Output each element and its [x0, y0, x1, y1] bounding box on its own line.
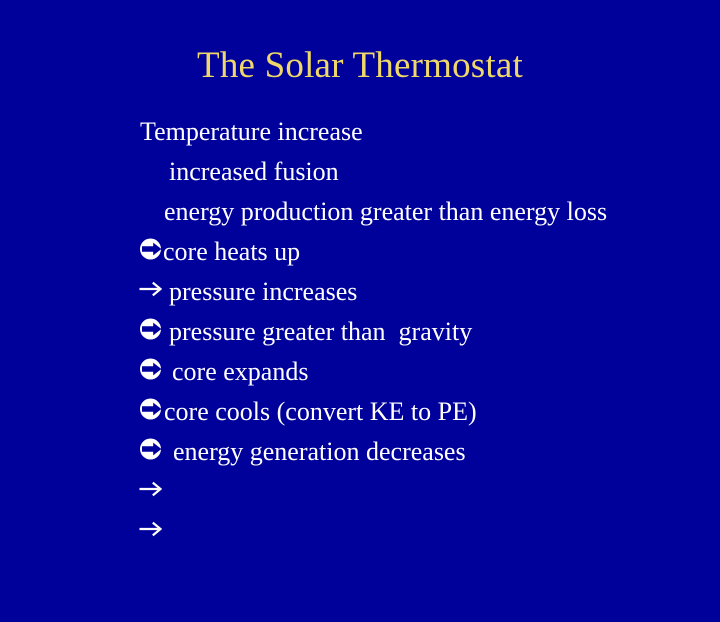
- list-item-label: core heats up: [163, 237, 301, 266]
- list-item: core expands: [138, 352, 710, 460]
- page-title: The Solar Thermostat: [197, 45, 523, 86]
- list-item-label: pressure increases: [169, 277, 358, 306]
- list-item: energy generation decreases: [138, 432, 710, 537]
- list-item: core heats up: [138, 232, 710, 340]
- list-item-label: energy production greater than energy lo…: [164, 197, 608, 226]
- right-arrow-bullet-icon: [138, 436, 164, 537]
- list-item-label: Temperature increase: [140, 117, 363, 146]
- list-item: energy production greater than energy lo…: [138, 192, 710, 297]
- list-item-label: increased fusion: [169, 157, 339, 186]
- list-item: Temperature increase: [138, 112, 710, 152]
- presentation-slide: The Solar Thermostat Temperature increas…: [138, 45, 710, 537]
- list-item: pressure increases: [138, 272, 710, 380]
- right-arrow-bullet-icon: [138, 396, 164, 497]
- list-item: increased fusion: [138, 152, 710, 260]
- circle-arrow-bullet-icon: [138, 356, 163, 460]
- list-item: core cools (convert KE to PE): [138, 392, 710, 497]
- circle-arrow-bullet-icon: [138, 316, 163, 420]
- list-item-label: core expands: [172, 357, 309, 386]
- right-arrow-bullet-icon: [138, 196, 164, 297]
- circle-arrow-bullet-icon: [138, 236, 163, 340]
- list-item-label: pressure greater than gravity: [169, 317, 473, 346]
- circle-arrow-bullet-icon: [138, 156, 163, 260]
- slide-body-list: Temperature increase increased fusion en…: [138, 112, 710, 537]
- list-item-label: core cools (convert KE to PE): [164, 397, 477, 426]
- list-item-label: energy generation decreases: [173, 437, 466, 466]
- list-item: pressure greater than gravity: [138, 312, 710, 420]
- circle-arrow-bullet-icon: [138, 276, 163, 380]
